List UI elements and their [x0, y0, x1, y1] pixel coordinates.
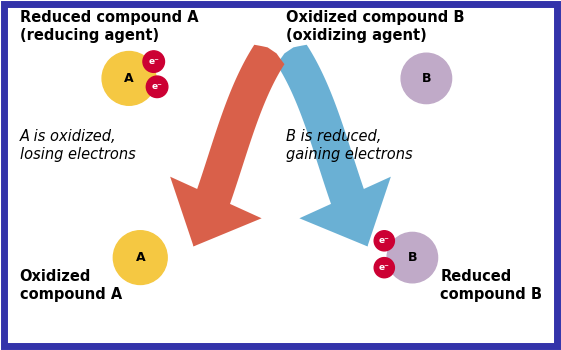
Text: Oxidized compound B
(oxidizing agent): Oxidized compound B (oxidizing agent) [286, 9, 465, 43]
Text: A: A [124, 72, 134, 85]
Text: A is oxidized,
losing electrons: A is oxidized, losing electrons [20, 129, 135, 162]
Text: e⁻: e⁻ [151, 82, 163, 91]
Circle shape [374, 231, 394, 251]
Circle shape [113, 231, 167, 285]
Circle shape [146, 76, 168, 98]
Polygon shape [190, 45, 284, 246]
Polygon shape [170, 177, 261, 246]
Circle shape [374, 258, 394, 278]
Circle shape [401, 53, 452, 104]
Text: e⁻: e⁻ [379, 263, 390, 272]
Circle shape [102, 51, 156, 105]
FancyBboxPatch shape [4, 5, 557, 345]
Text: e⁻: e⁻ [148, 57, 159, 66]
Text: B is reduced,
gaining electrons: B is reduced, gaining electrons [286, 129, 413, 162]
Text: Reduced
compound B: Reduced compound B [440, 269, 542, 302]
Text: B: B [422, 72, 431, 85]
Circle shape [387, 232, 438, 283]
Text: A: A [135, 251, 145, 264]
Polygon shape [300, 177, 391, 246]
Text: Oxidized
compound A: Oxidized compound A [20, 269, 122, 302]
Text: B: B [408, 251, 417, 264]
Text: e⁻: e⁻ [379, 236, 390, 245]
Text: Reduced compound A
(reducing agent): Reduced compound A (reducing agent) [20, 9, 198, 43]
Polygon shape [277, 45, 371, 246]
Circle shape [143, 51, 164, 72]
